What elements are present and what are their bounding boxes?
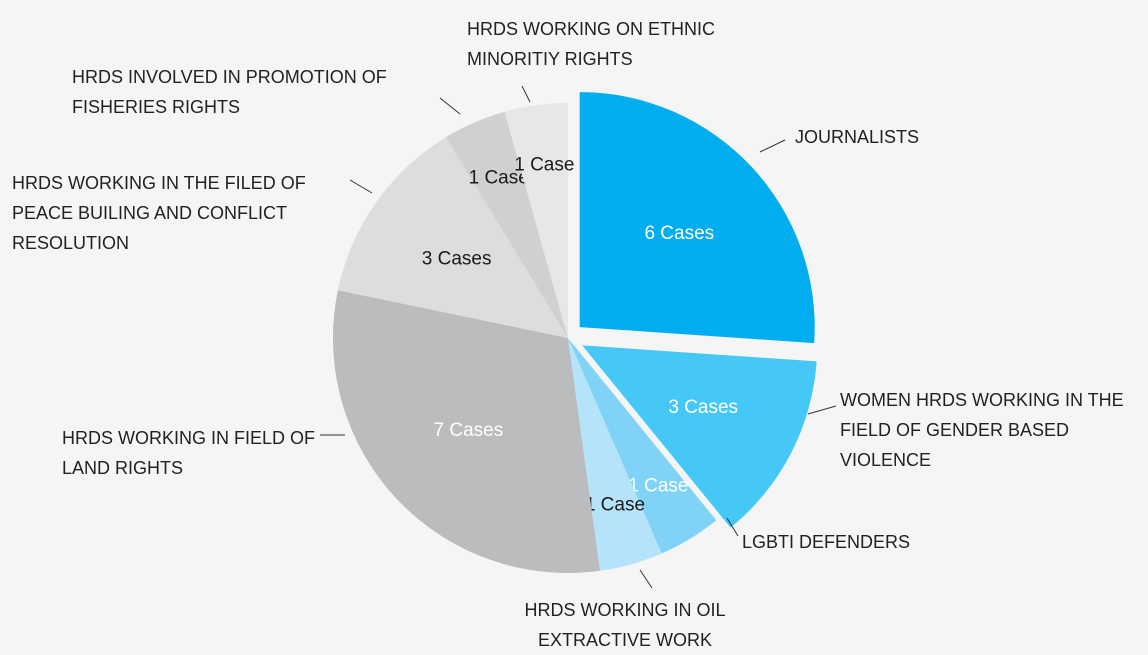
pie-slice	[445, 111, 568, 338]
leader-line	[759, 139, 786, 153]
value-label: 1 Case	[469, 168, 529, 189]
pie-slice	[582, 345, 817, 528]
value-label: 7 Cases	[434, 420, 504, 441]
pie-slice	[337, 137, 568, 338]
leader-line	[521, 85, 531, 103]
leader-line	[807, 405, 837, 415]
value-label: 1 Case	[628, 476, 688, 497]
leader-line	[726, 517, 739, 537]
pie-slice	[568, 338, 662, 571]
category-label: JOURNALISTS	[795, 127, 920, 147]
value-label: 3 Cases	[668, 397, 738, 418]
pie-slice	[568, 338, 717, 554]
category-label: WOMEN HRDS WORKING IN THE FIELD OF GENDE…	[840, 390, 1124, 470]
pie-slice	[579, 92, 815, 344]
value-label: 6 Cases	[644, 223, 714, 244]
category-label: LGBTI DEFENDERS	[742, 532, 911, 552]
pie-slice	[504, 103, 568, 338]
value-label: 1 Case	[514, 155, 574, 176]
category-label: HRDS WORKING IN THE FILED OF PEACE BUILI…	[12, 173, 306, 253]
category-label: HRDS WORKING IN OIL EXTRACTIVE WORK	[524, 600, 726, 650]
category-label: HRDS WORKING ON ETHNIC MINORITIY RIGHTS	[467, 19, 716, 69]
pie-slice	[333, 290, 600, 574]
value-label: 3 Cases	[422, 248, 492, 269]
category-label: HRDS WORKING IN FIELD OF LAND RIGHTS	[62, 428, 316, 478]
leader-line	[639, 569, 653, 589]
leader-line	[349, 179, 373, 194]
leader-line	[439, 97, 461, 115]
value-label: 1 Case	[585, 494, 645, 515]
category-label: HRDS INVOLVED IN PROMOTION OF FISHERIES …	[72, 67, 387, 117]
